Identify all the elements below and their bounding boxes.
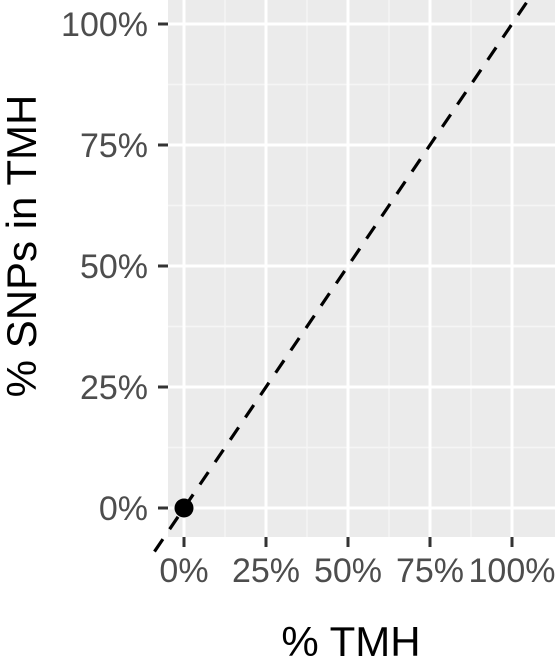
y-axis-ticks: [158, 22, 168, 510]
data-point: [174, 498, 194, 518]
x-tick-label: 75%: [396, 552, 464, 590]
plot-panel: [168, 0, 555, 537]
y-axis-tick-labels: 0% 25% 50% 75% 100%: [61, 6, 148, 528]
x-tick-label: 25%: [232, 552, 300, 590]
y-axis-title: % SNPs in TMH: [0, 95, 45, 398]
data-points: [174, 498, 194, 518]
grid-minor: [168, 0, 555, 537]
x-tick-label: 0%: [159, 552, 208, 590]
x-axis-title: % TMH: [281, 618, 420, 659]
reference-line: [153, 1, 529, 553]
x-tick-label: 50%: [314, 552, 382, 590]
y-tick-label: 25%: [80, 369, 148, 407]
x-tick-label: 100%: [469, 552, 555, 590]
y-tick-label: 100%: [61, 6, 148, 44]
x-axis-tick-labels: 0% 25% 50% 75% 100%: [159, 552, 555, 590]
x-axis-ticks: [182, 537, 514, 547]
grid-major: [168, 0, 555, 537]
y-tick-label: 0%: [99, 490, 148, 528]
y-tick-label: 75%: [80, 127, 148, 165]
y-tick-label: 50%: [80, 248, 148, 286]
